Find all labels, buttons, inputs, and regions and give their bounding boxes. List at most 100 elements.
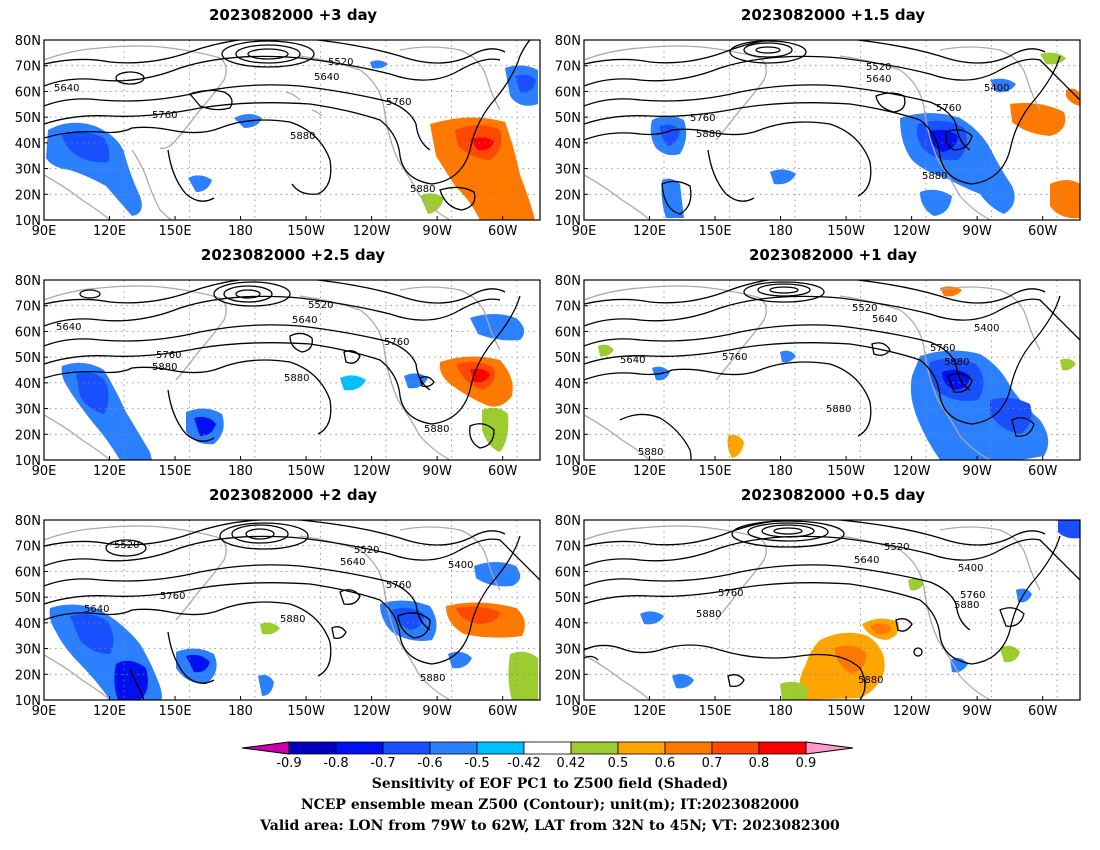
colorbar-box [617,741,666,755]
colorbar [241,741,854,755]
contour-label: 5520 [328,57,353,68]
contour-label: 5880 [954,600,979,611]
contour-label: 5520 [354,545,379,556]
colorbar-box [664,741,713,755]
lon-tick-label: 150W [287,464,325,479]
z500-contours [44,280,521,449]
lon-tick-label: 90W [962,704,992,719]
panel-p3: 5520 5640 5400 5640 5760 5760 5880 5880 … [583,279,1081,461]
contour-label: 5880 [284,373,309,384]
contour-label: 5880 [922,171,947,182]
colorbar-label: 0.8 [748,756,770,771]
lat-tick-label: 30N [15,403,41,418]
coastlines [44,45,501,220]
z500-contours [584,280,1080,460]
gridlines [584,40,1080,220]
colorbar-label: 0.5 [607,756,629,771]
lat-tick-label: 70N [555,300,581,315]
coastlines [44,285,501,460]
colorbar-box [429,741,478,755]
contour-label: 5400 [958,563,983,574]
lat-tick-label: 70N [15,540,41,555]
sensitivity-shading [598,286,1076,460]
lon-tick-label: 90W [422,704,452,719]
lat-tick-label: 30N [555,163,581,178]
lon-tick-label: 150E [699,704,732,719]
contour-label: 5760 [690,113,715,124]
lon-tick-label: 120E [93,464,126,479]
panel-title-p0: 2023082000 +3 day [209,6,377,24]
contour-label: 5640 [292,315,317,326]
contour-label: 5880 [424,424,449,435]
lat-tick-label: 10N [15,694,41,709]
lat-tick-label: 50N [15,351,41,366]
contour-label: 5640 [872,314,897,325]
panel-p5: 5520 5640 5400 5760 5760 5880 5880 5880 [583,519,1081,701]
caption-line-1: Sensitivity of EOF PC1 to Z500 field (Sh… [371,776,729,792]
gridlines [44,40,540,220]
panel-title-p5: 2023082000 +0.5 day [740,486,926,504]
lon-tick-label: 120E [93,224,126,239]
lon-tick-label: 60W [488,464,518,479]
z500-contours [44,40,531,211]
map-frame [43,39,541,221]
lat-tick-label: 50N [555,111,581,126]
colorbar-box [288,741,337,755]
colorbar-label: -0.7 [370,756,396,771]
lat-tick-label: 20N [555,428,581,443]
contour-label: 5760 [930,343,955,354]
contour-labels: 5520 5640 5400 5640 5760 5760 5880 5880 … [620,303,999,458]
lon-tick-label: 150W [827,704,865,719]
lat-tick-label: 80N [15,34,41,49]
lon-tick-label: 120W [893,464,931,479]
caption-line-2: NCEP ensemble mean Z500 (Contour); unit(… [300,797,800,813]
contour-label: 5760 [386,97,411,108]
lon-tick-label: 120E [93,704,126,719]
contour-label: 5880 [420,673,445,684]
lon-tick-label: 180 [228,224,253,239]
contour-label: 5760 [152,110,177,121]
colorbar-label: 0.7 [701,756,723,771]
lat-tick-label: 70N [555,60,581,75]
lat-tick-label: 80N [15,514,41,529]
lon-tick-label: 150W [287,704,325,719]
contour-label: 5640 [54,83,79,94]
lon-tick-label: 180 [228,704,253,719]
lon-tick-label: 150E [699,224,732,239]
lon-tick-label: 120W [893,704,931,719]
map-panels: 5520 5640 5640 5760 5760 5880 5880 [15,34,1081,719]
contour-label: 5880 [152,362,177,373]
lat-tick-label: 20N [15,668,41,683]
lon-tick-label: 90E [572,224,597,239]
colorbar-box [758,741,807,755]
colorbar-box [570,741,619,755]
lon-tick-label: 150W [287,224,325,239]
lat-tick-label: 10N [15,214,41,229]
lat-tick-label: 70N [15,60,41,75]
colorbar-label: -0.42 [507,756,541,771]
colorbar-over-triangle [805,741,854,755]
colorbar-label: 0.6 [654,756,676,771]
contour-label: 5640 [620,355,645,366]
contour-label: 5760 [386,580,411,591]
lat-tick-label: 30N [15,163,41,178]
lat-tick-label: 50N [15,591,41,606]
lat-tick-label: 60N [555,325,581,340]
coastlines [584,285,1041,460]
contour-label: 5760 [718,588,743,599]
colorbar-box [335,741,384,755]
panel-p1: 5520 5640 5400 5760 5760 5880 5880 [583,39,1081,221]
lat-tick-label: 40N [555,617,581,632]
panel-title-p4: 2023082000 +2 day [209,486,377,504]
lon-tick-label: 60W [1028,464,1058,479]
contour-label: 5640 [866,74,891,85]
lon-tick-label: 60W [1028,704,1058,719]
lon-tick-label: 90E [572,704,597,719]
contour-label: 5520 [866,62,891,73]
contour-label: 5760 [960,590,985,601]
map-frame [583,279,1081,461]
contour-label: 5760 [722,352,747,363]
contour-labels: 5520 5640 5400 5760 5760 5880 5880 5880 [696,542,985,686]
lat-tick-label: 20N [555,668,581,683]
lon-tick-label: 150E [159,704,192,719]
